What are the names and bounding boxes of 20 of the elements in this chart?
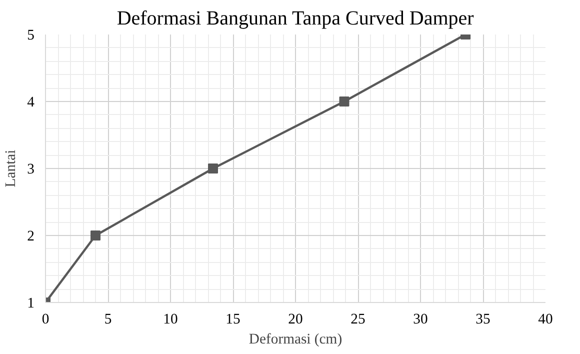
x-tick-label: 5: [104, 312, 112, 328]
x-tick-label: 35: [476, 312, 490, 328]
x-tick-label: 15: [226, 312, 240, 328]
x-tick-label: 0: [42, 312, 50, 328]
y-tick-label: 1: [27, 296, 34, 312]
x-tick-label: 20: [288, 312, 303, 328]
y-tick-label: 3: [27, 162, 34, 178]
x-tick-label: 40: [538, 312, 553, 328]
y-tick-label: 4: [27, 94, 36, 110]
point: [208, 164, 218, 174]
x-tick-label: 30: [413, 312, 428, 328]
x-axis-title: Deformasi (cm): [248, 332, 342, 348]
chart-title: Deformasi Bangunan Tanpa Curved Damper: [116, 8, 474, 30]
x-tick-label: 25: [350, 312, 366, 328]
x-tick-label: 10: [163, 312, 178, 328]
y-tick-label: 2: [27, 228, 34, 244]
point: [90, 230, 100, 240]
y-tick-label: 5: [27, 28, 34, 44]
point: [339, 96, 350, 106]
y-axis-title: Lantai: [3, 150, 20, 188]
